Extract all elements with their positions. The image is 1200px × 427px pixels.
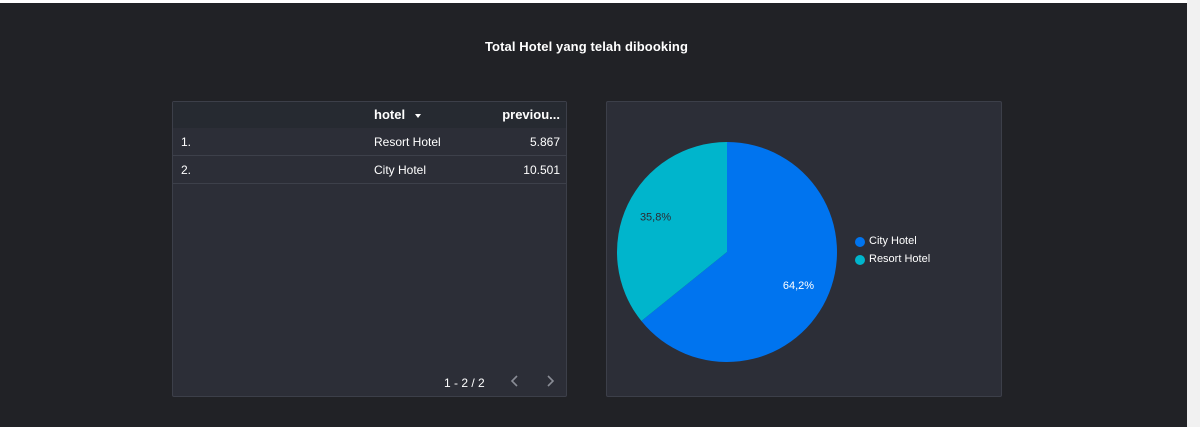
scrollbar-track[interactable] (1187, 0, 1200, 427)
row-index: 1. (181, 135, 192, 149)
sort-descending-icon[interactable] (415, 114, 421, 118)
pie-data-label: 64,2% (783, 280, 814, 292)
pie-slice-resort-hotel[interactable] (617, 142, 727, 322)
row-index: 2. (181, 163, 192, 177)
column-header-hotel[interactable]: hotel (374, 107, 406, 122)
row-hotel: Resort Hotel (374, 135, 441, 149)
row-value: 10.501 (523, 163, 560, 177)
pie-chart-card: 64,2% 35,8% City Hotel Resort Hotel (606, 101, 1002, 397)
pie-data-label: 35,8% (640, 212, 671, 224)
table-header: hotel previou... (173, 102, 566, 128)
pie-slice-city-hotel[interactable] (641, 142, 837, 363)
previous-page-button[interactable] (507, 373, 523, 389)
column-header-previous[interactable]: previou... (502, 107, 560, 122)
next-page-button[interactable] (542, 373, 558, 389)
legend-label: Resort Hotel (869, 253, 931, 265)
chevron-left-icon (510, 375, 518, 387)
row-value: 5.867 (529, 135, 560, 149)
pagination-label: 1 - 2 / 2 (444, 376, 485, 390)
top-strip (0, 0, 1187, 3)
report-canvas: Total Hotel yang telah dibooking hotel p… (0, 3, 1187, 427)
row-hotel: City Hotel (374, 163, 427, 177)
hotel-table: hotel previou... 1. Resort Hotel 5.867 2… (172, 101, 567, 397)
legend-swatch (855, 237, 865, 247)
chevron-right-icon (547, 375, 555, 387)
report-title: Total Hotel yang telah dibooking (484, 39, 689, 54)
legend-swatch (855, 255, 865, 265)
legend-label: City Hotel (869, 235, 917, 247)
pie-chart: 64,2% 35,8% (617, 142, 837, 363)
table-row: 1. Resort Hotel 5.867 (173, 128, 566, 156)
table-row: 2. City Hotel 10.501 (173, 156, 566, 184)
